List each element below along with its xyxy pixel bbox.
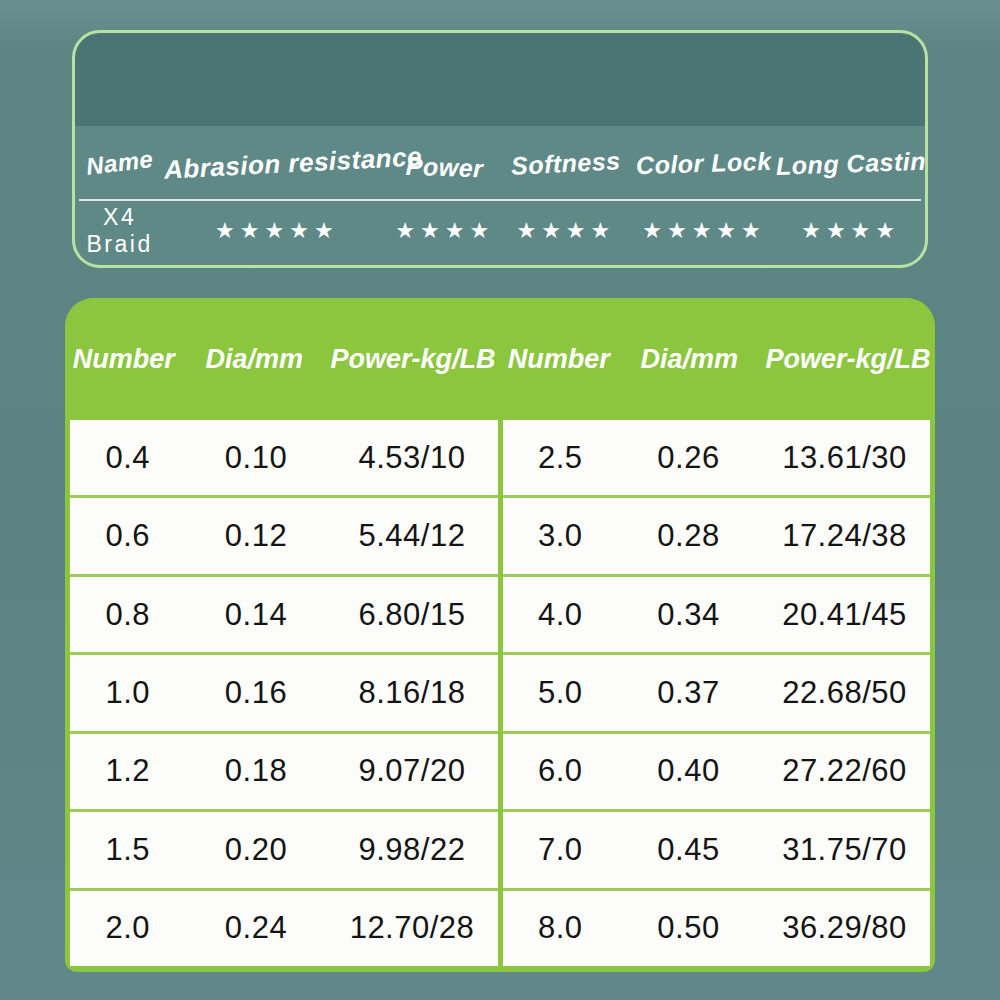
power-cell: 31.75/70: [759, 832, 930, 868]
column-header-power-kg: Power-kg/LB: [761, 344, 935, 375]
table-row: 4.0 0.34 20.41/45: [503, 574, 931, 652]
number-cell: 2.0: [70, 910, 185, 946]
name-header-label: Name: [84, 145, 154, 181]
power-star-rating: ★★★★: [390, 218, 501, 244]
number-cell: 0.4: [70, 440, 185, 476]
spec-header-right-group: Number Dia/mm Power-kg/LB: [500, 344, 935, 375]
table-row: 5.0 0.37 22.68/50: [503, 652, 931, 730]
column-header-dia: Dia/mm: [617, 344, 761, 375]
colorlock-star-rating: ★★★★★: [632, 218, 777, 244]
table-row: 6.0 0.40 27.22/60: [503, 731, 931, 809]
dia-cell: 0.26: [618, 440, 759, 476]
dia-cell: 0.24: [185, 910, 326, 946]
power-cell: 36.29/80: [759, 910, 930, 946]
table-row: 1.0 0.16 8.16/18: [70, 652, 498, 730]
number-cell: 2.5: [503, 440, 618, 476]
table-row: 1.2 0.18 9.07/20: [70, 731, 498, 809]
table-row: 2.0 0.24 12.70/28: [70, 888, 498, 966]
power-cell: 8.16/18: [326, 675, 497, 711]
number-cell: 3.0: [503, 518, 618, 554]
power-cell: 12.70/28: [326, 910, 497, 946]
table-row: 0.6 0.12 5.44/12: [70, 495, 498, 573]
number-cell: 0.6: [70, 518, 185, 554]
softness-star-rating: ★★★★: [500, 218, 632, 244]
power-cell: 9.07/20: [326, 753, 497, 789]
dia-cell: 0.18: [185, 753, 326, 789]
power-cell: 22.68/50: [759, 675, 930, 711]
dia-cell: 0.37: [618, 675, 759, 711]
number-cell: 7.0: [503, 832, 618, 868]
ratings-header-longcasting: Long Casting: [776, 149, 925, 178]
dia-cell: 0.12: [185, 518, 326, 554]
table-row: 7.0 0.45 31.75/70: [503, 809, 931, 887]
power-cell: 4.53/10: [326, 440, 497, 476]
ratings-card: Name Abrasion resistance Power Softness …: [72, 30, 928, 268]
number-cell: 1.5: [70, 832, 185, 868]
number-cell: 1.0: [70, 675, 185, 711]
table-row: 8.0 0.50 36.29/80: [503, 888, 931, 966]
power-header-label: Power: [405, 151, 483, 183]
dia-cell: 0.10: [185, 440, 326, 476]
abrasion-star-rating: ★★★★★: [164, 218, 389, 244]
spec-table-right: 2.5 0.26 13.61/30 3.0 0.28 17.24/38 4.0 …: [503, 420, 931, 966]
spec-table-card: Number Dia/mm Power-kg/LB Number Dia/mm …: [65, 298, 935, 972]
power-cell: 9.98/22: [326, 832, 497, 868]
column-header-dia: Dia/mm: [182, 344, 326, 375]
ratings-value-row: X4 Braid ★★★★★ ★★★★ ★★★★ ★★★★★ ★★★★: [75, 201, 925, 261]
number-cell: 8.0: [503, 910, 618, 946]
power-cell: 5.44/12: [326, 518, 497, 554]
spec-table-left: 0.4 0.10 4.53/10 0.6 0.12 5.44/12 0.8 0.…: [70, 420, 498, 966]
ratings-header-colorlock: Color Lock: [632, 149, 777, 178]
longcasting-header-label: Long Casting: [776, 146, 928, 181]
power-cell: 27.22/60: [759, 753, 930, 789]
column-header-number: Number: [500, 344, 617, 375]
number-cell: 5.0: [503, 675, 618, 711]
colorlock-header-label: Color Lock: [636, 146, 773, 180]
longcasting-star-rating: ★★★★: [776, 218, 925, 244]
ratings-header-softness: Softness: [500, 149, 632, 178]
softness-header-label: Softness: [510, 146, 621, 181]
power-cell: 17.24/38: [759, 518, 930, 554]
dia-cell: 0.45: [618, 832, 759, 868]
ratings-header-name: Name: [75, 149, 164, 177]
dia-cell: 0.16: [185, 675, 326, 711]
number-cell: 1.2: [70, 753, 185, 789]
table-row: 3.0 0.28 17.24/38: [503, 495, 931, 573]
number-cell: 6.0: [503, 753, 618, 789]
dia-cell: 0.20: [185, 832, 326, 868]
column-header-power-kg: Power-kg/LB: [326, 344, 500, 375]
dia-cell: 0.14: [185, 597, 326, 633]
table-row: 0.4 0.10 4.53/10: [70, 420, 498, 495]
abrasion-header-label: Abrasion resistance: [164, 141, 423, 185]
spec-table-header: Number Dia/mm Power-kg/LB Number Dia/mm …: [65, 298, 935, 420]
spec-header-left-group: Number Dia/mm Power-kg/LB: [65, 344, 500, 375]
dia-cell: 0.40: [618, 753, 759, 789]
power-cell: 20.41/45: [759, 597, 930, 633]
column-header-number: Number: [65, 344, 182, 375]
number-cell: 4.0: [503, 597, 618, 633]
power-cell: 13.61/30: [759, 440, 930, 476]
dia-cell: 0.28: [618, 518, 759, 554]
table-row: 2.5 0.26 13.61/30: [503, 420, 931, 495]
dia-cell: 0.34: [618, 597, 759, 633]
spec-table-body: 0.4 0.10 4.53/10 0.6 0.12 5.44/12 0.8 0.…: [70, 420, 930, 966]
ratings-header-abrasion: Abrasion resistance: [164, 148, 389, 179]
power-cell: 6.80/15: [326, 597, 497, 633]
product-name: X4 Braid: [75, 204, 164, 258]
ratings-header-row: Name Abrasion resistance Power Softness …: [75, 129, 925, 197]
table-row: 0.8 0.14 6.80/15: [70, 574, 498, 652]
number-cell: 0.8: [70, 597, 185, 633]
ratings-header-power: Power: [390, 149, 501, 178]
dia-cell: 0.50: [618, 910, 759, 946]
table-row: 1.5 0.20 9.98/22: [70, 809, 498, 887]
